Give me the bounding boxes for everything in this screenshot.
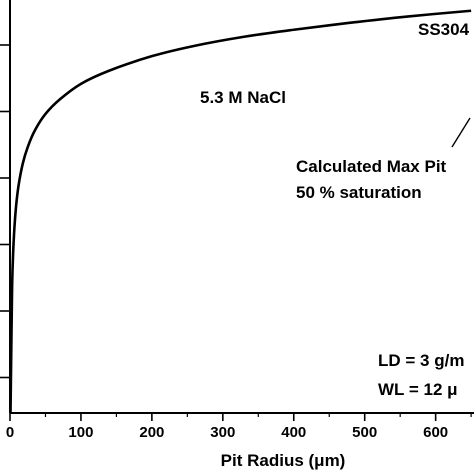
- ticks: 0 100 200 300 400 500 600: [0, 44, 472, 441]
- annotation-wl: WL = 12 μ: [378, 380, 458, 399]
- x-tick-label-200: 200: [139, 424, 164, 441]
- annotation-ss304: SS304: [418, 20, 470, 39]
- x-tick-label-100: 100: [68, 424, 93, 441]
- annotations: SS304 5.3 M NaCl Calculated Max Pit 50 %…: [200, 20, 471, 399]
- annotation-pointer-line: [451, 117, 471, 148]
- x-tick-label-0: 0: [6, 424, 14, 441]
- annotation-calculated-max-pit: Calculated Max Pit: [296, 157, 447, 176]
- x-axis-label: Pit Radius (μm): [221, 451, 346, 470]
- x-tick-label-600: 600: [423, 424, 448, 441]
- annotation-saturation: 50 % saturation: [296, 183, 422, 202]
- annotation-ld: LD = 3 g/m: [378, 351, 464, 370]
- x-tick-label-500: 500: [352, 424, 377, 441]
- x-tick-label-400: 400: [281, 424, 306, 441]
- series: [9, 9, 472, 414]
- x-tick-label-300: 300: [210, 424, 235, 441]
- axes: [9, 0, 474, 414]
- series-label-nacl: 5.3 M NaCl: [200, 88, 286, 107]
- series-line-5-3-m-nacl: [9, 9, 472, 414]
